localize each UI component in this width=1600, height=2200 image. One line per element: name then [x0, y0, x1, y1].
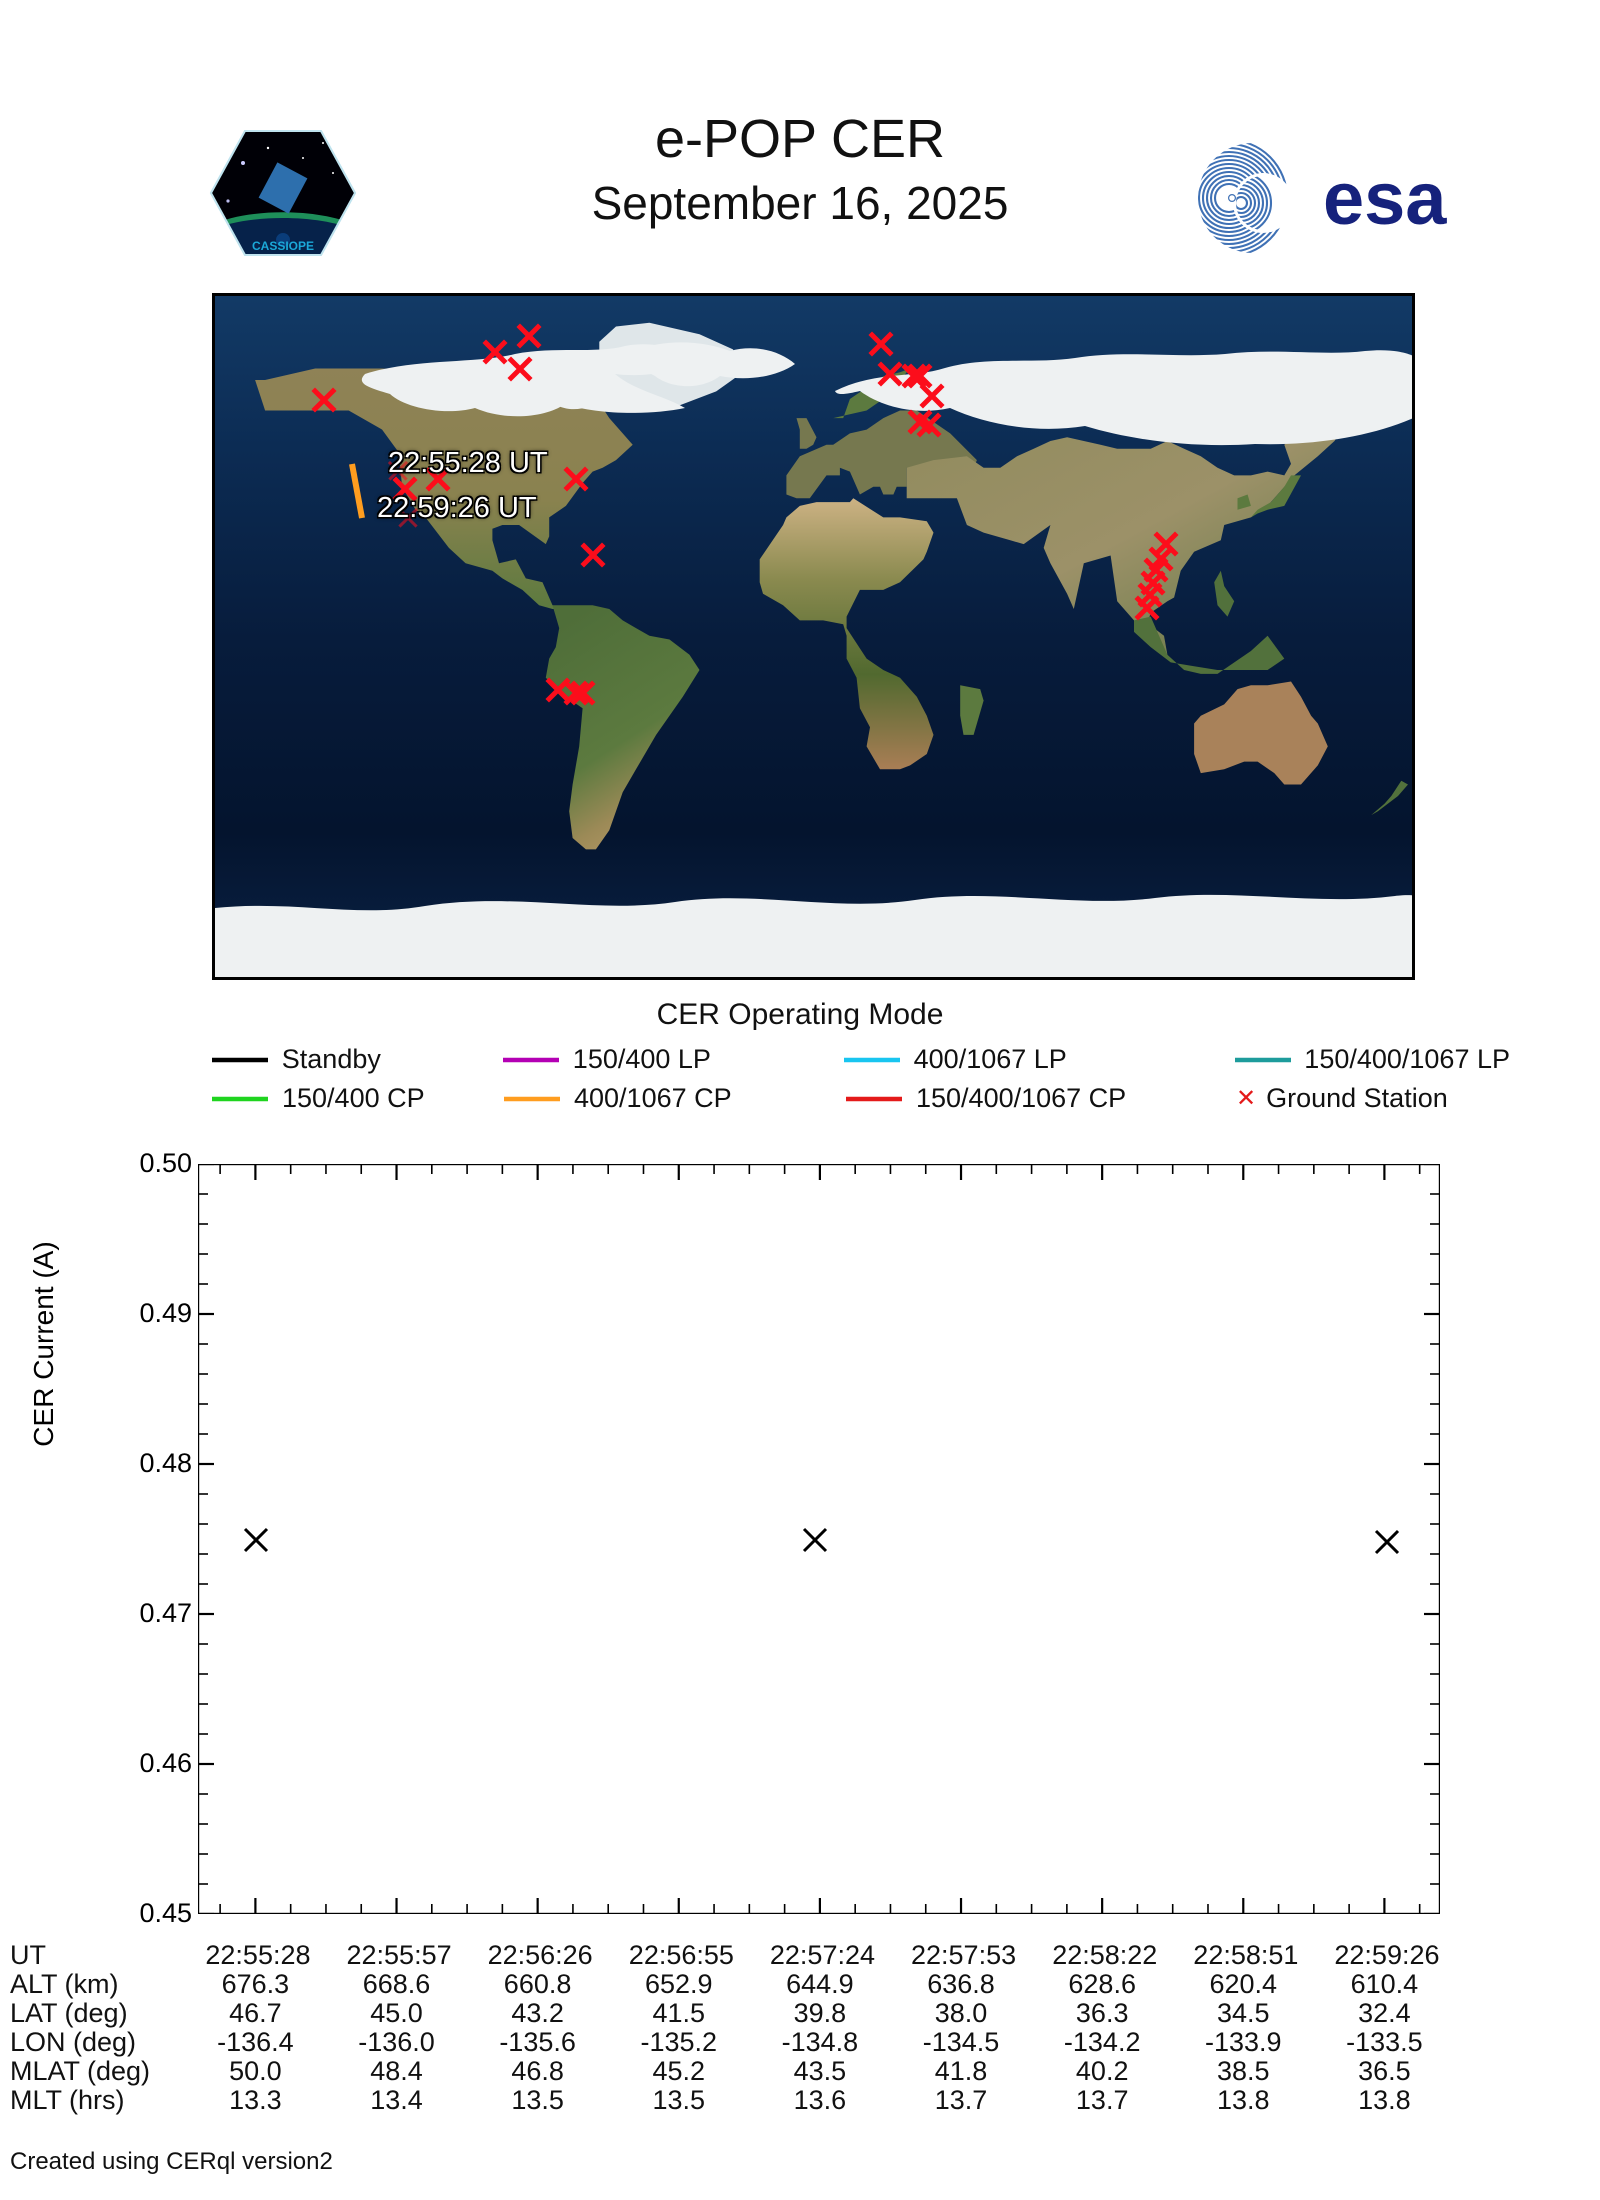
svg-text:CASSIOPE: CASSIOPE [252, 239, 314, 253]
svg-text:esa: esa [1323, 157, 1447, 240]
